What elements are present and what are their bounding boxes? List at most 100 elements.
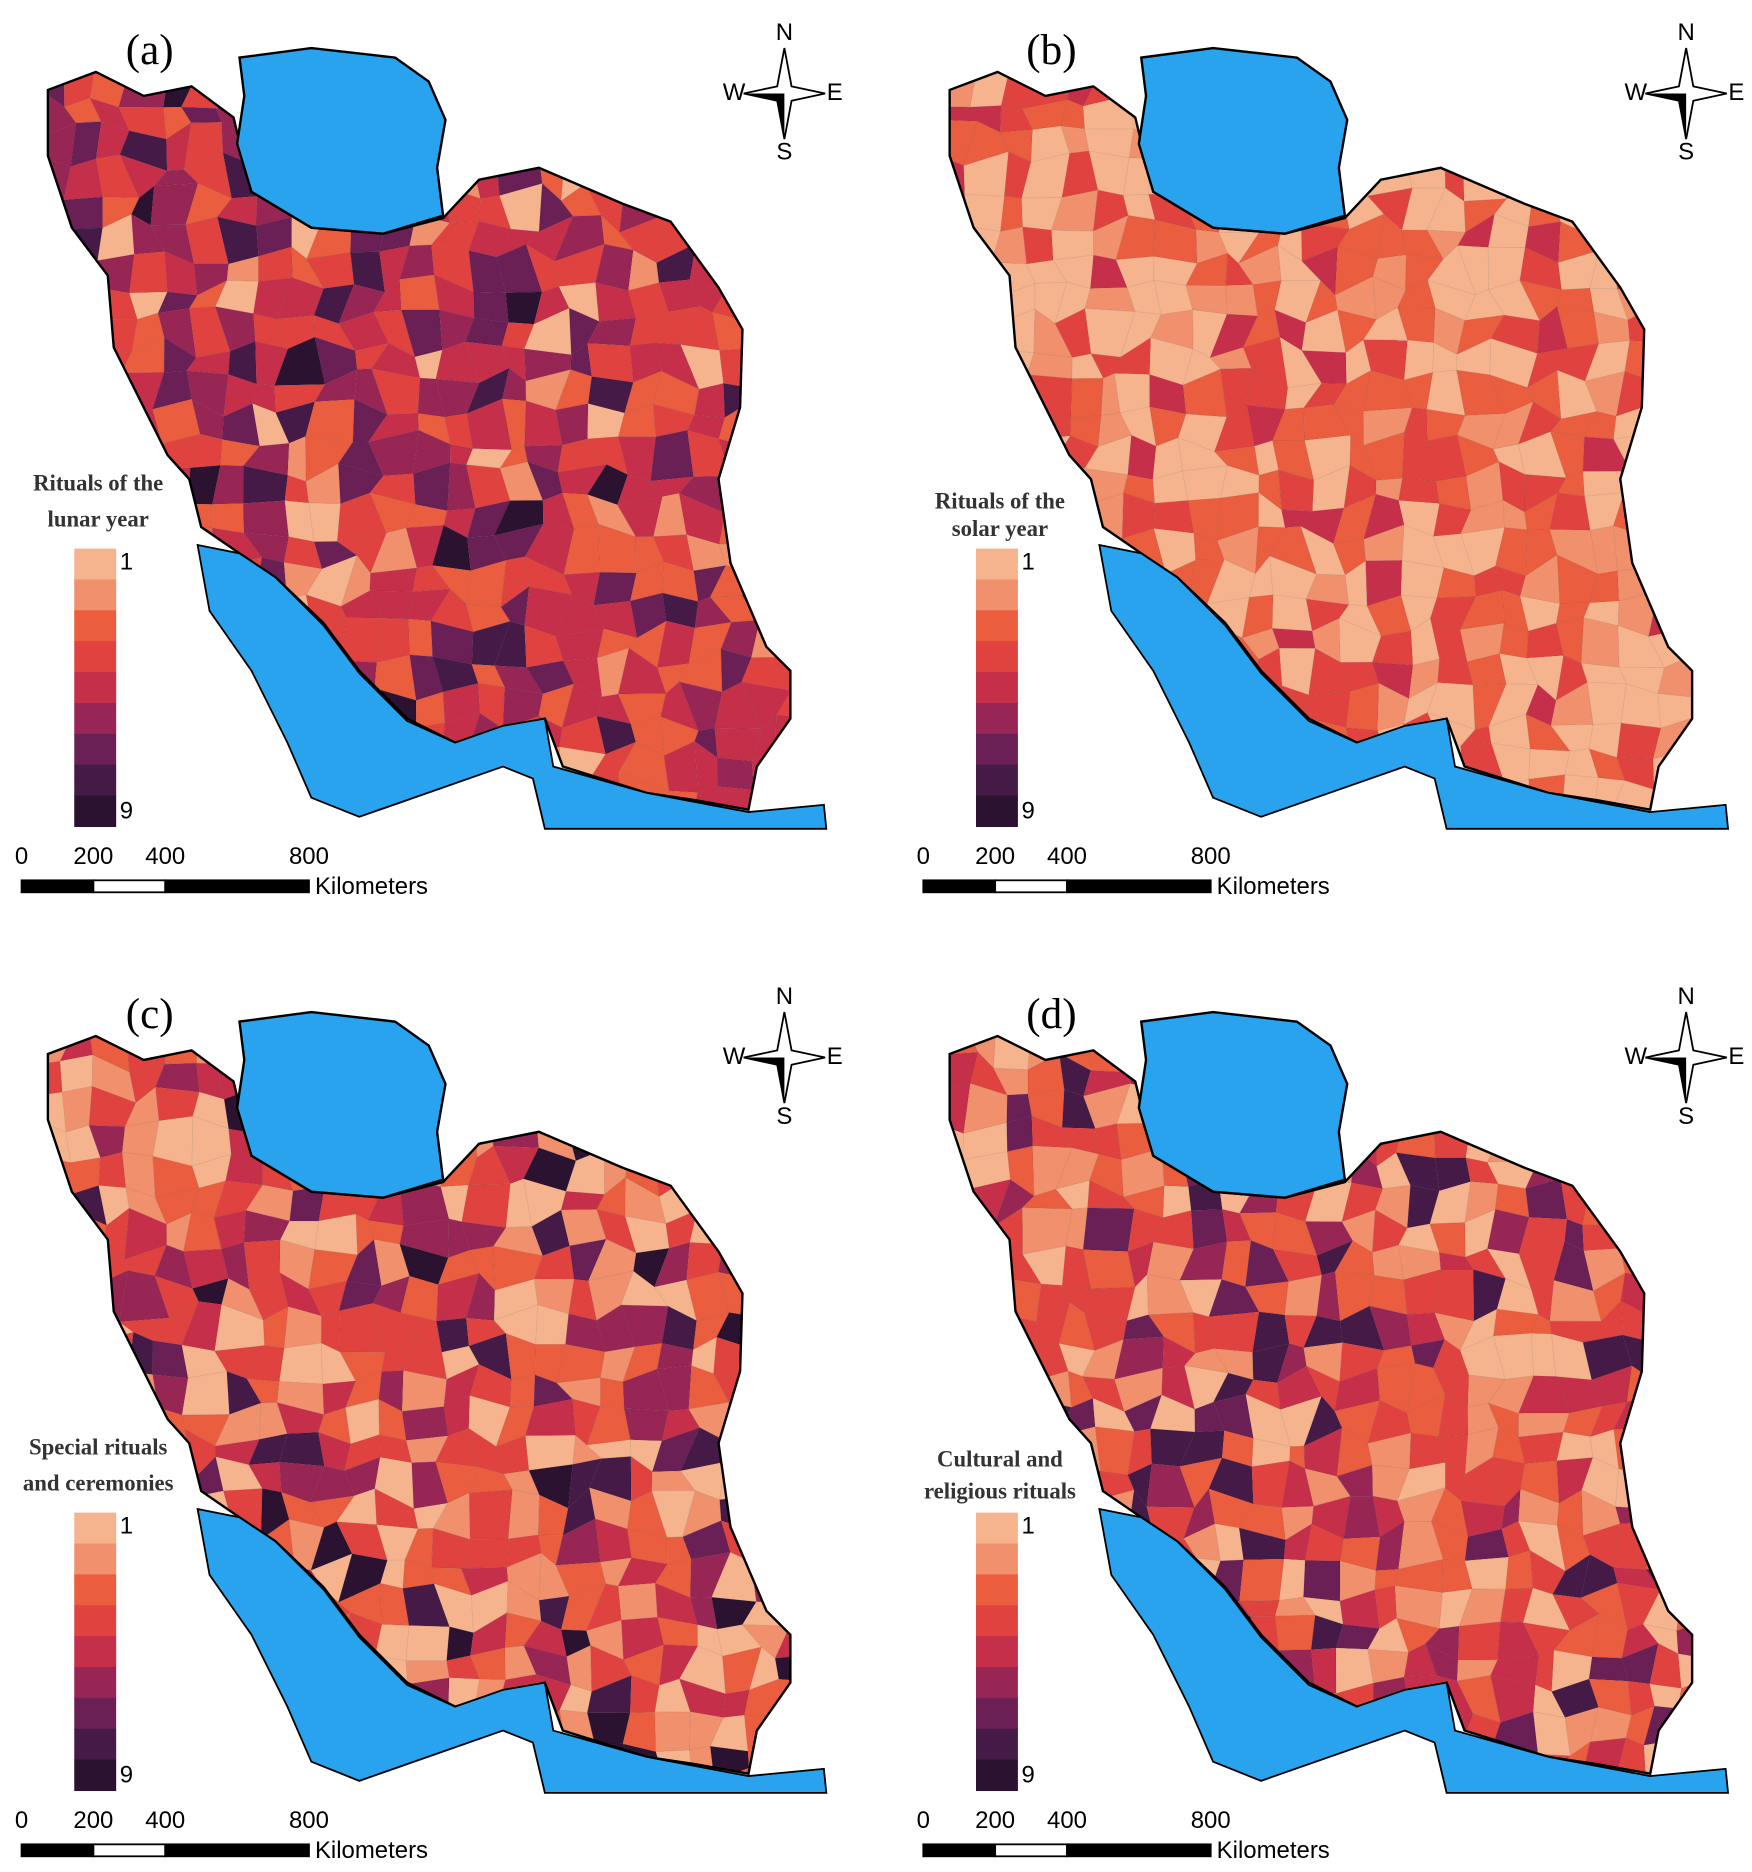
region — [246, 784, 293, 810]
region — [465, 1767, 512, 1774]
region — [779, 557, 791, 602]
region — [743, 1714, 791, 1754]
region — [531, 990, 573, 1034]
region — [1748, 998, 1752, 1033]
region — [1719, 1675, 1752, 1717]
region — [1706, 843, 1744, 886]
region — [814, 1380, 843, 1400]
region — [287, 435, 307, 482]
region — [619, 75, 668, 104]
region — [186, 774, 234, 810]
region — [1277, 1773, 1321, 1774]
legend-swatch — [74, 1728, 117, 1761]
region — [126, 719, 161, 752]
region — [1717, 1398, 1742, 1433]
region — [47, 1184, 75, 1215]
region — [662, 1082, 696, 1125]
region — [535, 1085, 571, 1124]
region — [1685, 274, 1693, 316]
region — [493, 805, 531, 810]
region — [754, 523, 791, 571]
region — [60, 288, 107, 320]
region — [949, 1674, 975, 1715]
region — [1433, 72, 1475, 103]
region — [1400, 94, 1435, 132]
region — [744, 180, 787, 219]
scale-unit: Kilometers — [315, 1837, 428, 1864]
region — [680, 1153, 723, 1181]
region — [1309, 812, 1340, 846]
region — [1742, 1210, 1752, 1241]
region — [1746, 1803, 1752, 1843]
region — [532, 1804, 573, 1831]
region — [836, 1181, 883, 1222]
legend-swatch — [74, 1574, 117, 1606]
compass-s: S — [776, 1103, 792, 1130]
region — [249, 1803, 288, 1850]
legend-title: solar year — [952, 516, 1048, 541]
region — [691, 1091, 729, 1125]
region — [970, 1405, 1003, 1442]
region — [626, 1035, 661, 1066]
region — [747, 279, 789, 326]
region — [1400, 126, 1446, 173]
region — [1549, 1116, 1593, 1160]
region — [1642, 189, 1690, 216]
region — [494, 71, 546, 107]
region — [435, 1767, 476, 1774]
region — [191, 683, 229, 732]
region — [1711, 1191, 1752, 1220]
region — [659, 1035, 693, 1066]
legend-swatch — [74, 1666, 117, 1699]
scale-tick-label: 200 — [975, 1807, 1015, 1834]
region — [434, 808, 468, 810]
region — [1145, 1716, 1192, 1748]
region — [842, 1375, 887, 1409]
region — [991, 1314, 1037, 1351]
region — [154, 1708, 195, 1758]
region — [848, 759, 886, 782]
region — [1056, 806, 1101, 810]
region — [463, 87, 513, 136]
region — [258, 1778, 292, 1819]
region — [47, 593, 76, 636]
region — [949, 1187, 974, 1228]
persian-gulf — [196, 543, 828, 830]
scale-tick-label: 800 — [1191, 843, 1231, 870]
region — [1616, 1153, 1655, 1192]
region — [556, 1804, 607, 1851]
region — [619, 838, 668, 873]
region — [991, 1347, 1035, 1384]
region — [814, 586, 855, 628]
region — [71, 1367, 103, 1404]
region — [94, 318, 138, 352]
panel: (b) N S W E Rituals of the solar year 1 9 0 200 400… — [917, 19, 1752, 900]
legend-swatch — [975, 702, 1018, 735]
region — [1335, 1804, 1377, 1840]
region — [1132, 1709, 1147, 1753]
region — [949, 749, 970, 791]
region — [838, 408, 885, 433]
region — [63, 30, 104, 68]
region — [1740, 628, 1752, 665]
region — [839, 62, 887, 109]
region — [809, 1650, 840, 1683]
scale-unit: Kilometers — [315, 873, 428, 900]
legend-title: Rituals of the — [33, 470, 163, 495]
region — [1739, 818, 1752, 855]
region — [820, 1677, 850, 1726]
scale-segment — [922, 879, 997, 894]
region — [773, 439, 791, 471]
region — [840, 250, 883, 288]
region — [1070, 377, 1104, 419]
region — [712, 1179, 763, 1221]
region — [136, 1615, 170, 1662]
region — [1708, 1432, 1752, 1458]
region — [964, 194, 1005, 232]
region — [1124, 1649, 1166, 1689]
region — [807, 433, 852, 475]
region — [1245, 1774, 1289, 1819]
legend-title: lunar year — [48, 506, 149, 531]
region — [774, 1583, 791, 1630]
compass-w: W — [723, 1043, 746, 1070]
